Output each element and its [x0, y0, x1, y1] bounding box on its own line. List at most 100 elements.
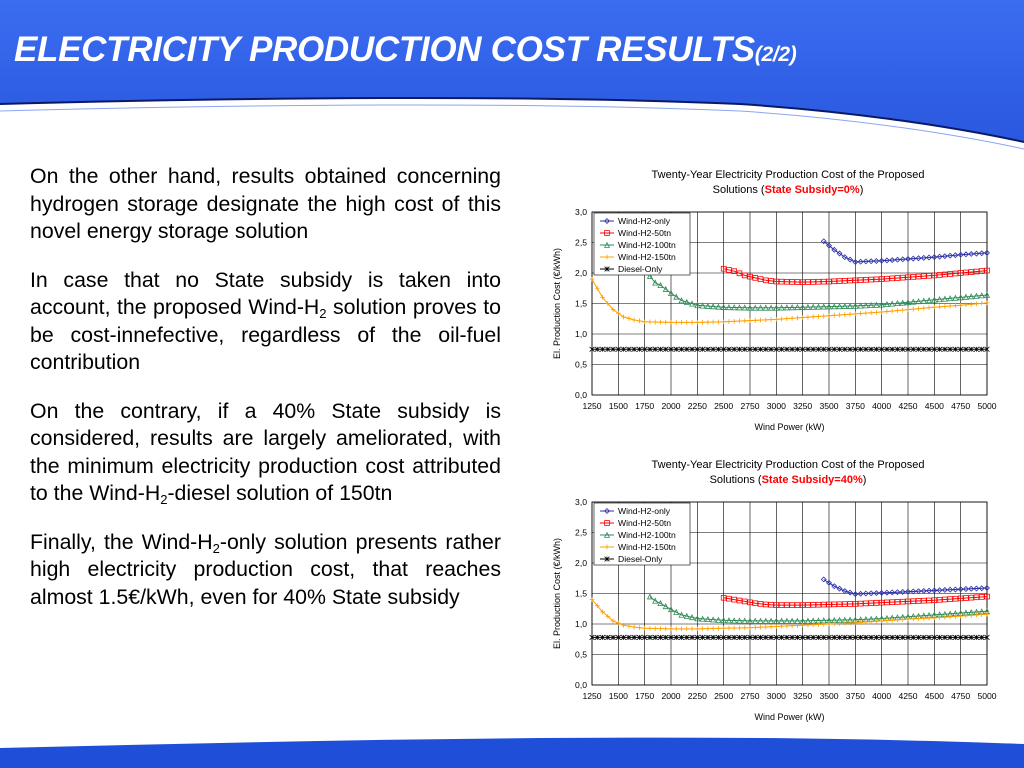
data-point [621, 314, 626, 320]
paragraph-2-text-b: solution proves to be cost-innefective, … [30, 295, 501, 374]
x-tick-label: 1500 [609, 691, 628, 701]
data-point [926, 615, 932, 621]
data-point [852, 601, 859, 607]
data-point [868, 310, 874, 316]
x-axis-label: Wind Power (kW) [754, 712, 824, 722]
data-point [899, 598, 906, 605]
data-point [815, 634, 822, 641]
x-tick-label: 5000 [977, 401, 996, 411]
data-point [863, 310, 869, 316]
data-point [726, 595, 732, 602]
data-point [621, 622, 626, 628]
plot-frame [591, 501, 988, 686]
data-point [637, 625, 642, 631]
data-point [746, 304, 754, 311]
data-point [831, 246, 838, 253]
data-point [957, 586, 964, 593]
data-point [768, 317, 774, 323]
data-point [842, 620, 848, 626]
data-point [831, 601, 838, 608]
data-point [736, 617, 743, 624]
data-point [826, 242, 832, 249]
data-point [873, 634, 880, 641]
series-wind-h2-100tn [646, 272, 991, 311]
data-point [626, 623, 632, 629]
data-point [868, 634, 874, 641]
y-tick-label: 0,5 [575, 360, 587, 370]
legend-box [593, 212, 691, 276]
series-diesel-only [589, 346, 990, 352]
data-point [757, 634, 764, 641]
series-diesel-only [589, 634, 990, 641]
legend-swatch-marker [603, 531, 611, 538]
paragraph-1-text: On the other hand, results obtained conc… [30, 164, 501, 243]
data-point [694, 634, 701, 641]
x-tick-label: 4750 [951, 691, 970, 701]
data-point [810, 602, 816, 608]
data-point [884, 346, 890, 352]
data-point [984, 593, 990, 600]
data-point [705, 626, 711, 632]
data-point [920, 297, 927, 304]
data-point [857, 600, 864, 607]
legend-swatch-marker [604, 230, 610, 236]
data-point [826, 579, 832, 586]
data-point [762, 601, 769, 608]
data-point [620, 634, 627, 641]
data-point [789, 634, 795, 641]
data-point [689, 613, 696, 621]
data-point [663, 626, 669, 632]
data-point [847, 302, 854, 309]
data-point [926, 254, 933, 261]
data-point [731, 318, 737, 324]
x-tick-label: 3000 [767, 691, 786, 701]
data-point [704, 615, 711, 623]
data-point [768, 634, 774, 641]
data-point [684, 320, 690, 325]
legend-swatch-marker [604, 254, 610, 260]
x-tick-label: 2750 [740, 691, 759, 701]
data-point [894, 589, 901, 596]
data-point [836, 585, 843, 592]
slide-title: ELECTRICITY PRODUCTION COST RESULTS(2/2) [14, 30, 797, 70]
data-point [799, 634, 806, 641]
data-point [957, 346, 964, 352]
data-point [694, 615, 701, 622]
data-point [757, 601, 764, 607]
data-point [605, 634, 611, 641]
data-point [731, 346, 737, 352]
data-point [620, 346, 627, 352]
data-point [778, 617, 785, 624]
data-point [821, 346, 827, 352]
data-point [673, 346, 679, 352]
data-point [873, 600, 880, 606]
data-point [810, 279, 816, 285]
data-point [773, 602, 780, 608]
data-point [889, 634, 895, 641]
data-point [858, 620, 863, 625]
x-tick-label: 2000 [661, 691, 680, 701]
series-wind-h2-150tn [589, 597, 990, 632]
data-point [805, 346, 811, 352]
data-point [599, 634, 606, 641]
data-point [689, 346, 695, 352]
data-point [947, 303, 953, 309]
x-tick-label: 1750 [635, 401, 654, 411]
data-point [641, 346, 648, 352]
data-point [773, 346, 780, 352]
legend-entry: Wind-H2-100tn [618, 240, 676, 250]
y-tick-label: 0,0 [575, 680, 587, 690]
y-axis-label: El. Production Cost (€/kWh) [552, 538, 562, 649]
data-point [889, 257, 896, 264]
data-point [726, 634, 732, 641]
data-point [883, 300, 890, 308]
legend-swatch-marker [604, 508, 610, 514]
data-point [915, 255, 922, 262]
data-point [637, 318, 642, 324]
data-point [778, 634, 785, 641]
data-point [894, 346, 901, 352]
data-point [915, 346, 922, 352]
data-point [831, 346, 837, 352]
data-point [910, 298, 917, 305]
